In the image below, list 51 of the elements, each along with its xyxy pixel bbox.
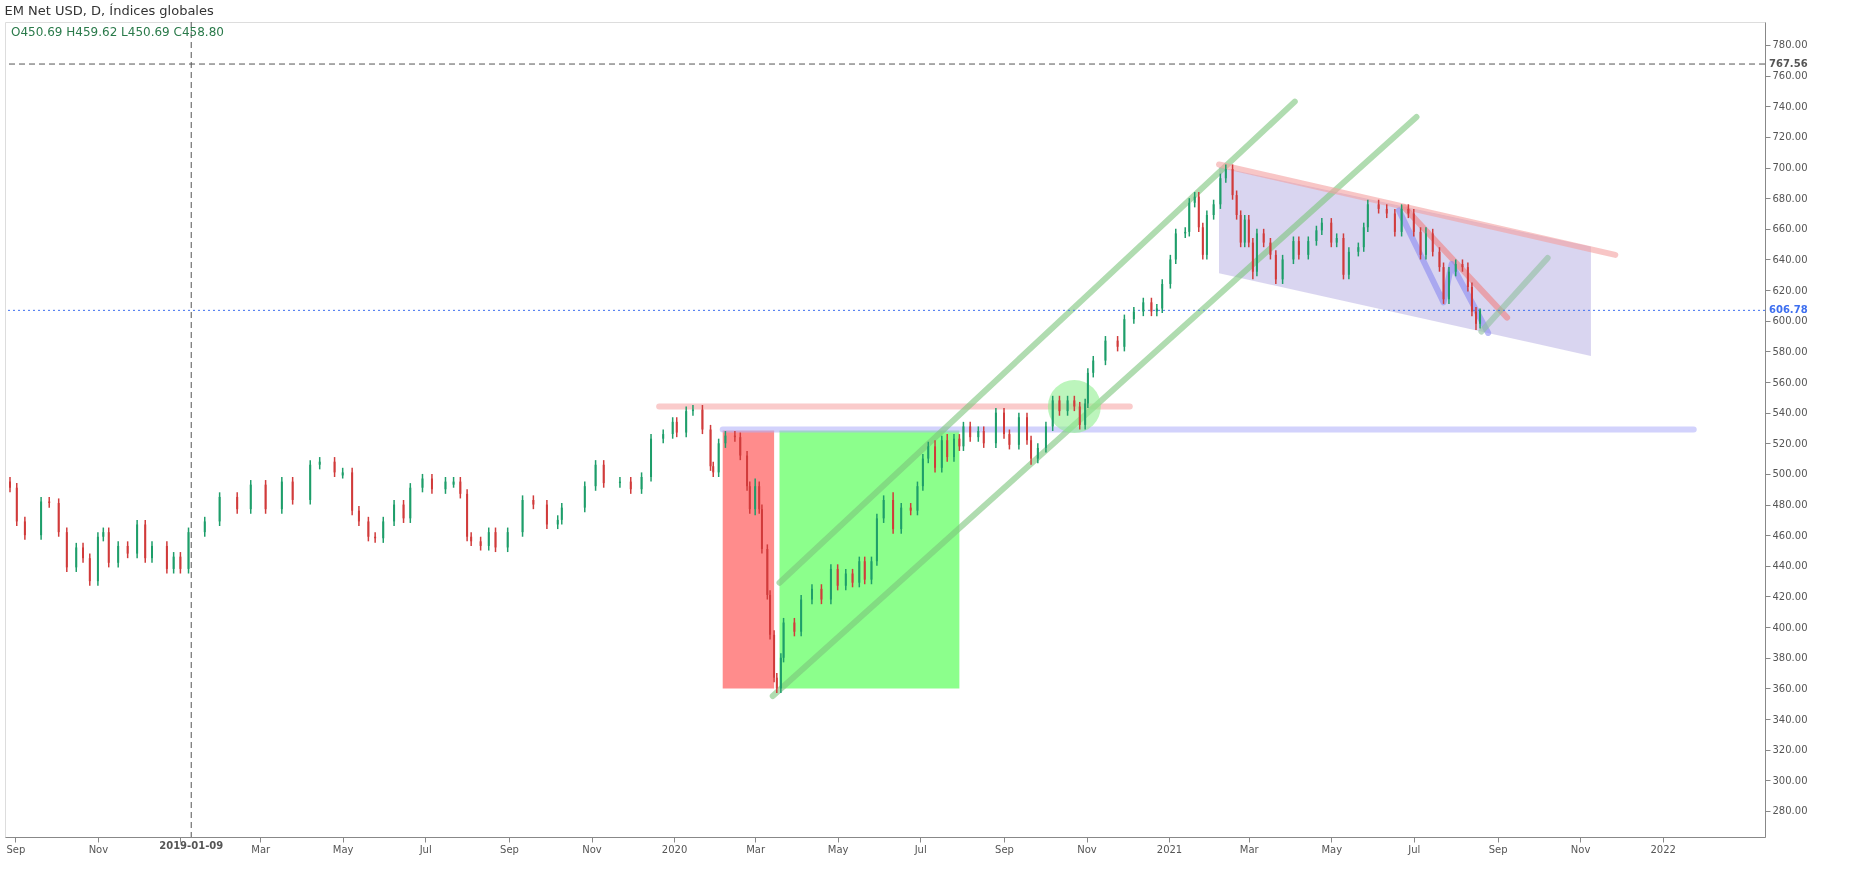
x-tick-label: Jul <box>1407 843 1421 855</box>
ref-line-label: 606.78 <box>1769 304 1808 316</box>
y-tick-label: 620.00 <box>1772 284 1808 296</box>
y-tick-label: 360.00 <box>1772 682 1808 694</box>
y-tick-label: 640.00 <box>1772 253 1808 265</box>
y-tick-label: 780.00 <box>1772 39 1808 51</box>
y-tick-label: 380.00 <box>1772 652 1808 664</box>
x-tick-label: Nov <box>88 843 109 855</box>
y-tick-label: 700.00 <box>1772 162 1808 174</box>
x-tick-label: Sep <box>995 843 1014 855</box>
y-tick-label: 740.00 <box>1772 100 1808 112</box>
y-tick-label: 300.00 <box>1772 774 1808 786</box>
x-tick-label: Nov <box>1570 843 1591 855</box>
y-tick-label: 320.00 <box>1772 744 1808 756</box>
y-tick-label: 660.00 <box>1772 223 1808 235</box>
x-tick-label: Sep <box>1488 843 1508 855</box>
annotation: O450.69 H459.62 L450.69 C458.80 <box>11 25 224 39</box>
y-tick-label: 340.00 <box>1772 713 1808 725</box>
x-tick-label: Nov <box>1077 843 1097 855</box>
x-tick-label: Jul <box>418 843 432 855</box>
y-tick-label: 600.00 <box>1772 315 1808 327</box>
x-tick-label: May <box>1321 843 1343 855</box>
x-tick-label: May <box>332 843 354 855</box>
x-tick-label: Jul <box>913 843 927 855</box>
x-tick-label: Sep <box>6 843 26 855</box>
y-tick-label: 280.00 <box>1772 805 1808 817</box>
chart-title: EM Net USD, D, Índices globales <box>4 2 214 18</box>
y-tick-label: 400.00 <box>1772 621 1808 633</box>
y-tick-label: 760.00 <box>1772 70 1808 82</box>
x-tick-label: 2020 <box>661 843 688 855</box>
x-tick-label: Mar <box>1239 843 1260 855</box>
y-tick-label: 500.00 <box>1772 468 1808 480</box>
y-tick-label: 720.00 <box>1772 131 1808 143</box>
ref-line-label: 767.56 <box>1769 58 1808 70</box>
y-tick-label: 680.00 <box>1772 192 1808 204</box>
x-tick-label: Mar <box>251 843 272 855</box>
ref-line-label: 2019-01-09 <box>159 840 224 851</box>
y-tick-label: 520.00 <box>1772 437 1808 449</box>
x-tick-label: Mar <box>746 843 766 855</box>
y-tick-label: 540.00 <box>1772 407 1808 419</box>
x-tick-label: Nov <box>582 843 602 855</box>
y-tick-label: 460.00 <box>1772 529 1808 541</box>
y-tick-label: 420.00 <box>1772 590 1808 602</box>
x-tick-label: May <box>827 843 849 855</box>
y-tick-label: 480.00 <box>1772 499 1808 511</box>
x-tick-label: 2022 <box>1650 843 1676 855</box>
y-tick-label: 440.00 <box>1772 560 1808 572</box>
x-tick-label: 2021 <box>1156 843 1183 855</box>
y-tick-label: 580.00 <box>1772 345 1808 357</box>
y-tick-label: 560.00 <box>1772 376 1808 388</box>
x-tick-label: Sep <box>500 843 519 855</box>
